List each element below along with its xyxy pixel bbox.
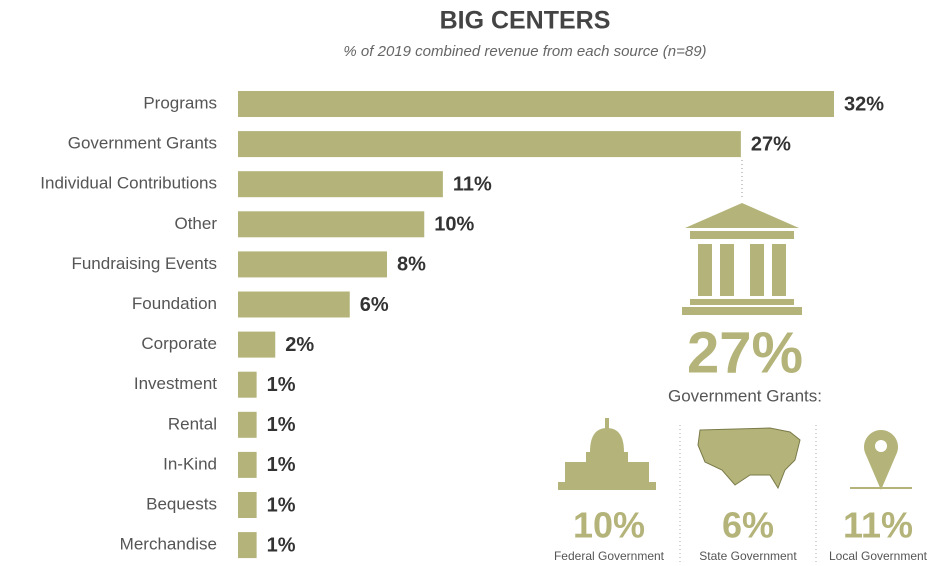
bar bbox=[238, 211, 425, 238]
breakdown-name: Federal Government bbox=[554, 549, 665, 563]
category-label: Investment bbox=[134, 374, 217, 393]
chart-subtitle: % of 2019 combined revenue from each sou… bbox=[343, 43, 706, 60]
category-label: Fundraising Events bbox=[71, 254, 217, 273]
dividers bbox=[679, 425, 817, 562]
category-label: Programs bbox=[143, 93, 217, 112]
category-label: Corporate bbox=[141, 334, 217, 353]
bar bbox=[238, 451, 257, 478]
capitol-icon bbox=[558, 418, 656, 490]
value-label: 1% bbox=[267, 374, 296, 396]
breakdown-label: Government Grants: bbox=[668, 386, 822, 405]
bar bbox=[238, 371, 257, 398]
building-icon bbox=[682, 203, 802, 315]
category-label: In-Kind bbox=[163, 454, 217, 473]
breakdown-value: 6% bbox=[722, 505, 774, 546]
category-label: Rental bbox=[168, 414, 217, 433]
value-label: 1% bbox=[267, 494, 296, 516]
category-label: Other bbox=[174, 214, 217, 233]
value-label: 10% bbox=[434, 214, 474, 236]
value-label: 2% bbox=[285, 334, 314, 356]
bar bbox=[238, 532, 257, 559]
pin-icon bbox=[850, 430, 912, 490]
category-label: Bequests bbox=[146, 494, 217, 513]
bar bbox=[238, 492, 257, 518]
breakdown-value: 10% bbox=[573, 505, 645, 546]
bar bbox=[238, 91, 834, 117]
bar bbox=[238, 251, 387, 278]
value-label: 1% bbox=[267, 414, 296, 436]
category-label: Foundation bbox=[132, 294, 217, 313]
bar bbox=[238, 131, 741, 158]
bar bbox=[238, 411, 257, 438]
category-label: Government Grants bbox=[68, 134, 217, 153]
chart-title: BIG CENTERS bbox=[440, 7, 611, 35]
bar bbox=[238, 171, 443, 198]
usa-map-icon bbox=[697, 427, 801, 490]
breakdown-name: Local Government bbox=[829, 549, 928, 563]
value-label: 1% bbox=[267, 454, 296, 476]
category-label: Merchandise bbox=[120, 535, 217, 554]
value-label: 1% bbox=[267, 534, 296, 556]
value-label: 8% bbox=[397, 254, 426, 276]
category-label: Individual Contributions bbox=[40, 174, 217, 193]
bar bbox=[238, 291, 350, 318]
bar bbox=[238, 331, 276, 358]
value-label: 6% bbox=[360, 294, 389, 316]
breakdown-total: 27% bbox=[687, 320, 803, 385]
breakdown-name: State Government bbox=[699, 549, 797, 563]
breakdown-value: 11% bbox=[843, 505, 913, 546]
value-label: 32% bbox=[844, 93, 884, 115]
value-label: 27% bbox=[751, 133, 791, 155]
value-label: 11% bbox=[453, 173, 492, 195]
